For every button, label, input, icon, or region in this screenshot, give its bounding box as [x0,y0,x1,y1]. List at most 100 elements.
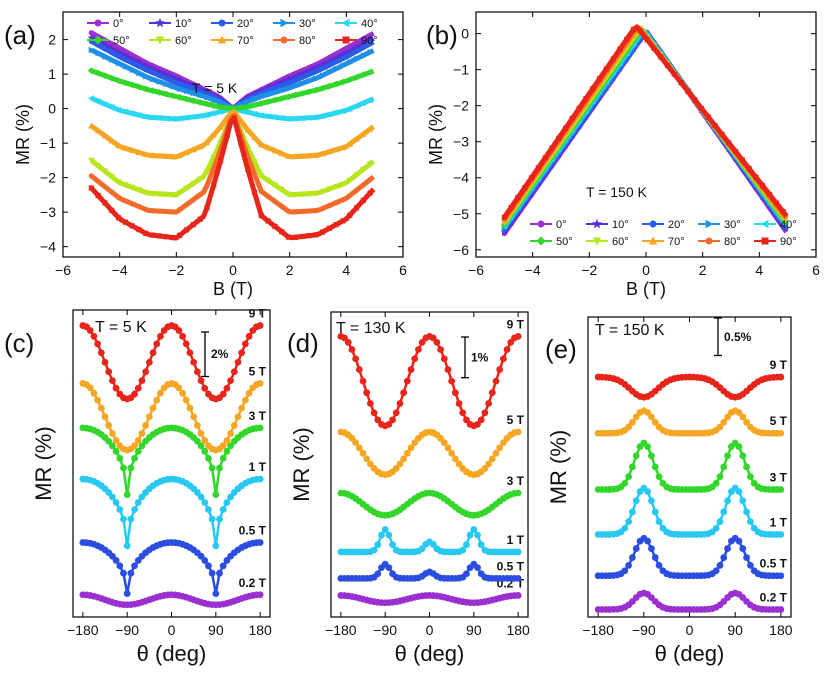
data-point [299,191,306,198]
data-point [400,455,408,463]
data-point [353,40,360,46]
data-point [685,88,691,94]
series-line [82,426,261,495]
legend-marker [155,17,165,28]
data-point [105,489,113,496]
data-point [712,567,720,575]
series-line [89,113,376,215]
data-point [326,62,332,68]
x-tick-label: −180 [67,622,99,638]
field-label: 9 T [770,358,788,372]
data-point [360,182,366,188]
data-point [360,197,366,204]
data-point [155,114,162,122]
data-point [440,355,448,363]
data-point [298,115,305,122]
data-point [127,464,135,472]
data-point [720,554,728,561]
data-point [116,506,124,513]
data-point [291,115,298,122]
data-point [339,78,347,86]
data-point [244,126,251,133]
panel-label: (b) [426,20,458,50]
field-label: 0.2 T [239,576,267,590]
data-point [231,108,238,115]
data-point [313,75,320,82]
data-point [367,176,373,183]
data-point [217,108,224,115]
data-point [102,46,108,52]
data-point [203,138,211,145]
data-point [346,177,353,184]
x-axis-label: B (T) [213,279,253,299]
data-point [720,463,728,471]
x-tick-label: 4 [755,262,763,278]
data-point [101,358,109,366]
data-point [227,493,235,501]
data-point [245,98,252,105]
legend-label: 10° [175,18,192,30]
x-tick-label: −4 [112,262,128,278]
data-point [396,400,404,407]
series-5 T: 5 T [337,413,525,479]
data-point [319,229,326,235]
data-point [190,358,198,366]
panel-a: −6 −4 −2 0 2 4 6 −4 −3 −2 −1 0 1 2 B (T) MR (%) (a) T = 5… [4,11,407,299]
data-point [312,86,320,94]
data-point [463,416,470,424]
data-point [87,95,94,102]
panel-e: −180 −90 0 90 180 θ (deg) MR (%) (e) 0.2 T 0.5 T 1… [545,316,793,666]
data-point [102,53,109,60]
data-point [352,439,360,447]
data-point [251,171,258,177]
scale-bar: 2% [201,331,229,378]
data-point [183,83,190,90]
data-point [88,173,94,179]
legend-marker [648,236,658,245]
data-point [176,152,183,159]
x-tick-label: −2 [581,262,597,278]
data-point [128,110,135,117]
data-point [244,103,252,111]
y-axis-label: MR (%) [31,426,56,501]
series-line [89,112,376,198]
data-point [131,442,138,450]
data-point [644,37,650,43]
data-point [136,70,143,77]
data-point [256,591,264,599]
y-tick-label: 1 [48,66,56,82]
data-point [360,130,367,137]
data-point [177,207,183,213]
data-point [285,191,292,198]
data-point [333,183,340,190]
data-point [346,105,353,113]
data-point [292,82,299,89]
data-point [216,569,223,577]
data-point [193,437,201,445]
data-point [389,541,396,549]
data-point [353,102,360,110]
legend-marker [342,36,350,44]
data-point [664,62,671,69]
data-point [265,177,272,184]
data-point [279,229,285,235]
series-line [502,30,789,236]
data-point [535,165,541,171]
data-point [367,400,374,407]
data-point [333,200,339,206]
data-point [238,141,244,147]
data-point [340,197,346,203]
data-point [735,537,743,545]
data-point [189,113,196,121]
x-tick-label: −90 [115,622,139,638]
data-point [138,430,146,437]
data-point [385,564,393,572]
data-point [291,91,299,99]
data-point [116,562,124,570]
data-point [415,346,422,353]
data-point [212,542,220,550]
x-tick-label: 90 [208,622,224,638]
data-point [115,215,122,221]
data-point [366,68,374,76]
data-point [474,564,481,572]
